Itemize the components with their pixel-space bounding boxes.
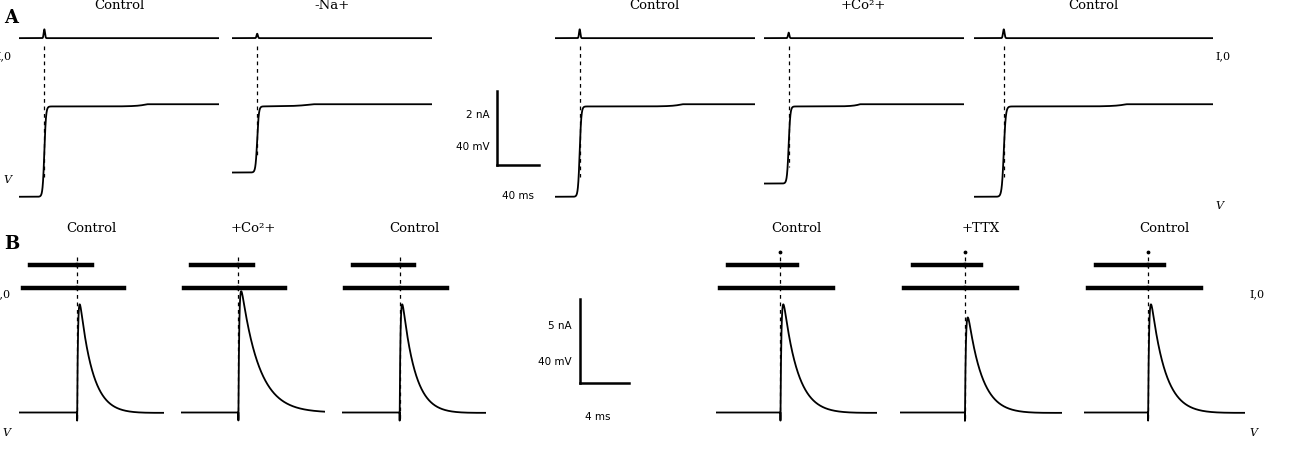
Text: V: V xyxy=(1250,427,1258,437)
Text: 40 mV: 40 mV xyxy=(455,141,489,151)
Text: -Na+: -Na+ xyxy=(315,0,350,11)
Text: Control: Control xyxy=(94,0,144,11)
Text: Control: Control xyxy=(1139,221,1189,234)
Text: I,0: I,0 xyxy=(1250,289,1264,298)
Text: +Co²+: +Co²+ xyxy=(841,0,886,11)
Text: Control: Control xyxy=(390,221,439,234)
Text: A: A xyxy=(4,9,18,27)
Text: I,0: I,0 xyxy=(1215,51,1231,62)
Text: I,0: I,0 xyxy=(0,289,10,298)
Text: Control: Control xyxy=(630,0,680,11)
Text: 40 ms: 40 ms xyxy=(502,190,534,201)
Text: Control: Control xyxy=(67,221,116,234)
Text: 4 ms: 4 ms xyxy=(584,411,610,421)
Text: Control: Control xyxy=(771,221,822,234)
Text: Control: Control xyxy=(1068,0,1118,11)
Text: 40 mV: 40 mV xyxy=(538,356,571,366)
Text: V: V xyxy=(4,175,12,185)
Text: V: V xyxy=(3,427,10,437)
Text: +Co²+: +Co²+ xyxy=(230,221,276,234)
Text: 5 nA: 5 nA xyxy=(547,320,571,330)
Text: I,0: I,0 xyxy=(0,51,12,62)
Text: V: V xyxy=(1215,200,1223,210)
Text: 2 nA: 2 nA xyxy=(466,110,489,120)
Text: B: B xyxy=(4,234,19,252)
Text: +TTX: +TTX xyxy=(962,221,1000,234)
